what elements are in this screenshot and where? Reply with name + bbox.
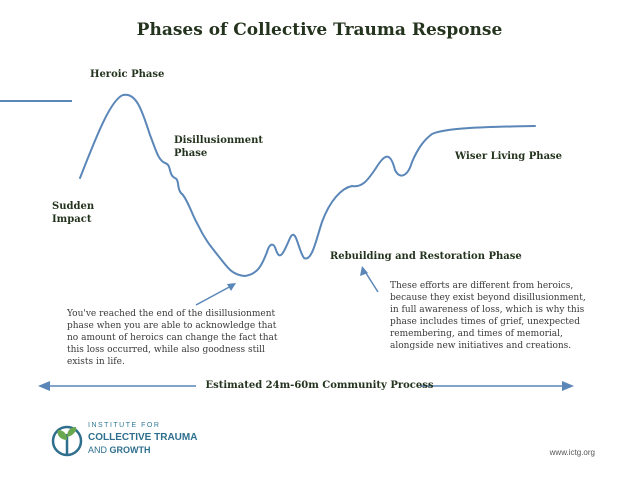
sprout-icon — [51, 425, 83, 457]
disillusionment-arrowhead — [227, 283, 236, 291]
logo-and-word: AND — [88, 445, 108, 455]
wiser-living-phase-label: Wiser Living Phase — [455, 151, 563, 162]
rebuilding-phase-label: Rebuilding and Restoration Phase — [330, 251, 522, 262]
heroic-phase-label: Heroic Phase — [90, 69, 165, 80]
rebuilding-arrowhead — [360, 266, 368, 276]
rebuilding-note: These efforts are different from heroics… — [390, 281, 586, 351]
institute-logo-text: INSTITUTE FOR COLLECTIVE TRAUMA AND GROW… — [88, 420, 197, 456]
website-url: www.ictg.org — [549, 448, 595, 457]
disillusionment-note-arrow — [195, 284, 234, 306]
sudden-impact-label: Sudden Impact — [52, 201, 95, 225]
timeline-arrowhead-left — [38, 381, 50, 391]
logo-line-institute: INSTITUTE FOR — [88, 422, 161, 429]
logo-line-collective-trauma: COLLECTIVE TRAUMA — [88, 432, 198, 443]
process-duration-label: Estimated 24m-60m Community Process — [205, 380, 434, 391]
timeline-arrowhead-right — [562, 381, 574, 391]
diagram-title: Phases of Collective Trauma Response — [136, 20, 503, 40]
rebuilding-note-arrow — [363, 269, 379, 293]
response-curve — [79, 93, 536, 278]
logo-line-growth: AND GROWTH — [88, 444, 197, 456]
disillusionment-phase-label: Disillusionment Phase — [174, 135, 263, 159]
logo-growth-word: GROWTH — [109, 445, 151, 455]
disillusionment-end-note: You've reached the end of the disillusio… — [67, 309, 278, 367]
